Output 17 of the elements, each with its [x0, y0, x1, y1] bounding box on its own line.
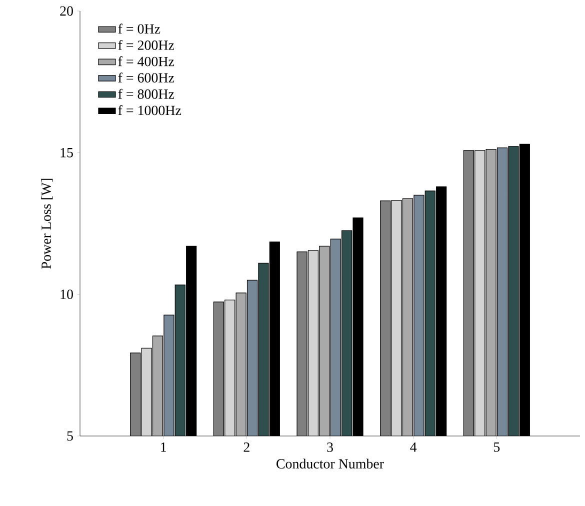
y-tick-label: 10 [60, 290, 73, 300]
x-tick-label: 2 [244, 442, 250, 452]
x-tick-label: 1 [161, 442, 166, 452]
x-tick-label: 4 [410, 442, 417, 452]
legend-label: f = 1000Hz [118, 105, 182, 116]
legend-label: f = 400Hz [118, 56, 174, 66]
y-tick-label: 20 [60, 6, 73, 16]
y-tick-label: 5 [67, 431, 73, 441]
legend-label: f = 800Hz [118, 88, 174, 99]
legend-label: f = 200Hz [118, 40, 174, 50]
y-tick-label: 15 [60, 148, 73, 158]
legend-label: f = 600Hz [118, 72, 174, 83]
x-tick-label: 5 [494, 442, 500, 452]
x-axis-title: Conductor Number [276, 458, 384, 469]
legend-label: f = 0Hz [118, 24, 160, 34]
x-tick-label: 3 [327, 442, 333, 452]
y-axis-title: Power Loss [W] [41, 178, 53, 269]
